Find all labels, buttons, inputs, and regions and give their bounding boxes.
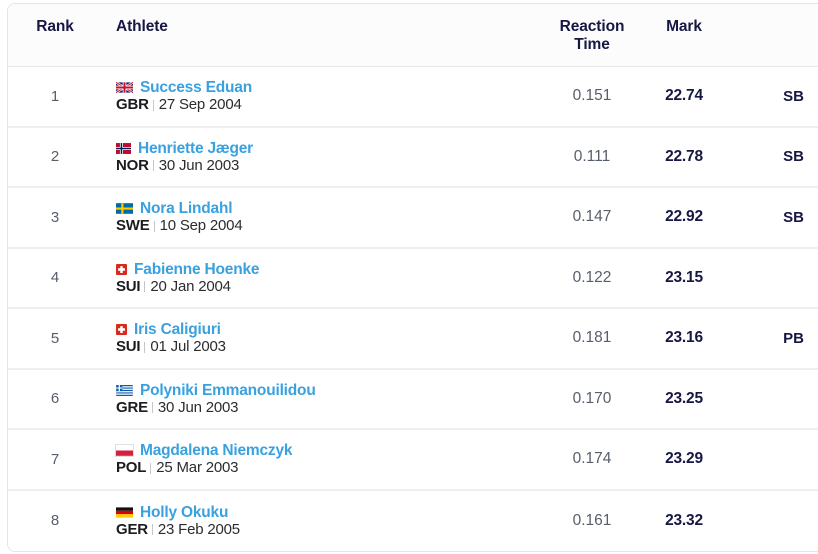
mark-value: 23.25	[665, 389, 703, 407]
country-code: POL	[116, 459, 147, 477]
table-row: 3 Nora Lindahl SWE 10 Sep 2004 0.147 22.…	[8, 188, 818, 249]
country-code: NOR	[116, 156, 149, 174]
reaction-time-value: 0.170	[572, 389, 612, 407]
birth-date: 10 Sep 2004	[159, 217, 243, 235]
birth-date: 01 Jul 2003	[150, 338, 226, 356]
country-code: GBR	[116, 96, 149, 114]
pol-flag-icon	[115, 444, 134, 458]
table-row: 6 Polyniki Emmanouilidou GRE 30 Jun 2003…	[8, 369, 818, 430]
record-badge: SB	[783, 148, 804, 166]
record-badge: PB	[783, 329, 804, 347]
reaction-time-value: 0.181	[572, 329, 612, 347]
athlete-name-link[interactable]: Holly Okuku	[140, 503, 229, 521]
rank-value: 7	[50, 450, 60, 468]
column-header-athlete: Athlete	[116, 18, 168, 35]
reaction-time-value: 0.122	[572, 268, 612, 286]
table-row: 1 Success Eduan GBR 27 Sep 2004 0.151 22…	[8, 67, 818, 128]
birth-date: 30 Jun 2003	[157, 398, 239, 416]
date-separator	[151, 402, 153, 414]
gbr-flag-icon	[116, 82, 133, 94]
mark-value: 23.29	[665, 450, 703, 468]
swe-flag-icon	[116, 203, 133, 215]
athlete-name-link[interactable]: Fabienne Hoenke	[134, 260, 260, 278]
birth-date: 25 Mar 2003	[156, 459, 239, 477]
birth-date: 27 Sep 2004	[158, 96, 242, 114]
mark-value: 22.78	[665, 147, 703, 165]
results-table-card: Rank Athlete Reaction Time Mark 1 Succes…	[7, 3, 818, 552]
reaction-time-value: 0.174	[572, 450, 612, 468]
gre-flag-icon	[116, 384, 133, 396]
record-badge: SB	[783, 87, 804, 105]
birth-date: 30 Jun 2003	[158, 156, 240, 174]
mark-value: 22.74	[665, 87, 703, 105]
country-code: SWE	[116, 217, 150, 235]
mark-value: 23.32	[665, 511, 703, 529]
mark-value: 22.92	[665, 208, 703, 226]
table-row: 2 Henriette Jæger NOR 30 Jun 2003 0.111 …	[8, 127, 818, 188]
athlete-name-link[interactable]: Polyniki Emmanouilidou	[140, 381, 316, 399]
date-separator	[153, 220, 155, 232]
rank-value: 1	[50, 87, 60, 105]
sui-flag-icon	[116, 263, 127, 275]
country-code: SUI	[116, 277, 141, 295]
date-separator	[152, 99, 154, 111]
ger-flag-icon	[116, 507, 133, 518]
birth-date: 20 Jan 2004	[150, 277, 231, 295]
table-row: 4 Fabienne Hoenke SUI 20 Jan 2004 0.122 …	[8, 248, 818, 309]
table-row: 8 Holly Okuku GER 23 Feb 2005 0.161 23.3…	[8, 490, 818, 551]
athlete-name-link[interactable]: Iris Caligiuri	[134, 321, 221, 339]
column-header-reaction-time: Reaction Time	[559, 18, 625, 53]
column-header-mark: Mark	[666, 18, 702, 35]
table-row: 7 Magdalena Niemczyk POL 25 Mar 2003 0.1…	[8, 430, 818, 491]
rank-value: 8	[50, 512, 60, 530]
record-badge: SB	[783, 208, 804, 226]
results-table-header: Rank Athlete Reaction Time Mark	[8, 4, 818, 67]
athlete-name-link[interactable]: Nora Lindahl	[140, 200, 233, 218]
birth-date: 23 Feb 2005	[157, 520, 240, 538]
column-header-rank: Rank	[36, 18, 74, 35]
date-separator	[144, 341, 146, 353]
rank-value: 2	[50, 148, 60, 166]
country-code: SUI	[116, 338, 141, 356]
table-row: 5 Iris Caligiuri SUI 01 Jul 2003 0.181 2…	[8, 309, 818, 370]
mark-value: 23.15	[665, 268, 703, 286]
athlete-name-link[interactable]: Magdalena Niemczyk	[140, 442, 293, 460]
country-code: GER	[116, 520, 148, 538]
date-separator	[151, 524, 153, 536]
athlete-name-link[interactable]: Success Eduan	[140, 79, 252, 97]
sui-flag-icon	[116, 324, 127, 336]
reaction-time-value: 0.147	[572, 208, 612, 226]
country-code: GRE	[116, 398, 148, 416]
date-separator	[144, 281, 146, 293]
rank-value: 6	[50, 390, 60, 408]
reaction-time-value: 0.151	[572, 87, 612, 105]
nor-flag-icon	[116, 142, 131, 154]
date-separator	[152, 160, 154, 172]
rank-value: 3	[50, 208, 60, 226]
reaction-time-value: 0.161	[572, 511, 612, 529]
mark-value: 23.16	[665, 329, 703, 347]
reaction-time-value: 0.111	[573, 147, 611, 165]
athlete-name-link[interactable]: Henriette Jæger	[138, 139, 254, 157]
date-separator	[150, 462, 152, 474]
rank-value: 4	[50, 269, 60, 287]
rank-value: 5	[50, 329, 60, 347]
